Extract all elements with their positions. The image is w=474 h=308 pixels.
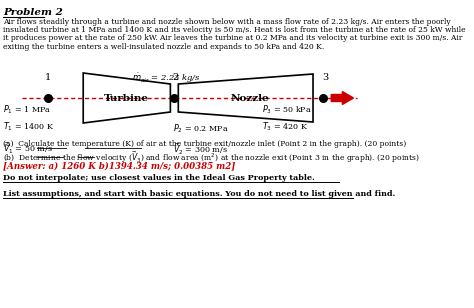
Text: it produces power at the rate of 250 kW. Air leaves the turbine at 0.2 MPa and i: it produces power at the rate of 250 kW.… <box>3 34 463 43</box>
Text: $P_2$ = 0.2 MPa
$\vec{V}_2$ = 300 m/s: $P_2$ = 0.2 MPa $\vec{V}_2$ = 300 m/s <box>173 122 228 157</box>
Text: 2: 2 <box>173 73 179 82</box>
Text: $P_3$ = 50 kPa
$T_3$ = 420 K: $P_3$ = 50 kPa $T_3$ = 420 K <box>262 103 311 133</box>
Text: Air flows steadily through a turbine and nozzle shown below with a mass flow rat: Air flows steadily through a turbine and… <box>3 18 451 26</box>
Text: Nozzle: Nozzle <box>230 94 269 103</box>
Text: 1: 1 <box>45 73 51 82</box>
Text: (a)  Calculate the temperature (K) of air at the turbine exit/nozzle inlet (Poin: (a) Calculate the temperature (K) of air… <box>3 140 406 148</box>
Text: (b)  Determine the flow velocity ($\vec{V}_3$) and flow area (m$^2$) at the nozz: (b) Determine the flow velocity ($\vec{V… <box>3 149 420 165</box>
Text: Do not interpolate; use closest values in the Ideal Gas Property table.: Do not interpolate; use closest values i… <box>3 174 315 182</box>
Text: exiting the turbine enters a well-insulated nozzle and expands to 50 kPa and 420: exiting the turbine enters a well-insula… <box>3 43 324 51</box>
Text: $P_1$ = 1 MPa
$T_1$ = 1400 K
$\vec{V}_1$ = 50 m/s: $P_1$ = 1 MPa $T_1$ = 1400 K $\vec{V}_1$… <box>3 103 55 156</box>
Text: $\dot{m}_{air}$ = 2.23 kg/s: $\dot{m}_{air}$ = 2.23 kg/s <box>132 71 201 85</box>
Text: Problem 2: Problem 2 <box>3 8 63 17</box>
FancyArrow shape <box>331 91 354 104</box>
Text: List assumptions, and start with basic equations. You do not need to list given : List assumptions, and start with basic e… <box>3 190 395 198</box>
Text: insulated turbine at 1 MPa and 1400 K and its velocity is 50 m/s. Heat is lost f: insulated turbine at 1 MPa and 1400 K an… <box>3 26 466 34</box>
Text: [Answer: a) 1260 K b)1394.34 m/s; 0.00385 m2]: [Answer: a) 1260 K b)1394.34 m/s; 0.0038… <box>3 161 236 170</box>
Text: Turbine: Turbine <box>104 94 149 103</box>
Text: 3: 3 <box>322 73 328 82</box>
